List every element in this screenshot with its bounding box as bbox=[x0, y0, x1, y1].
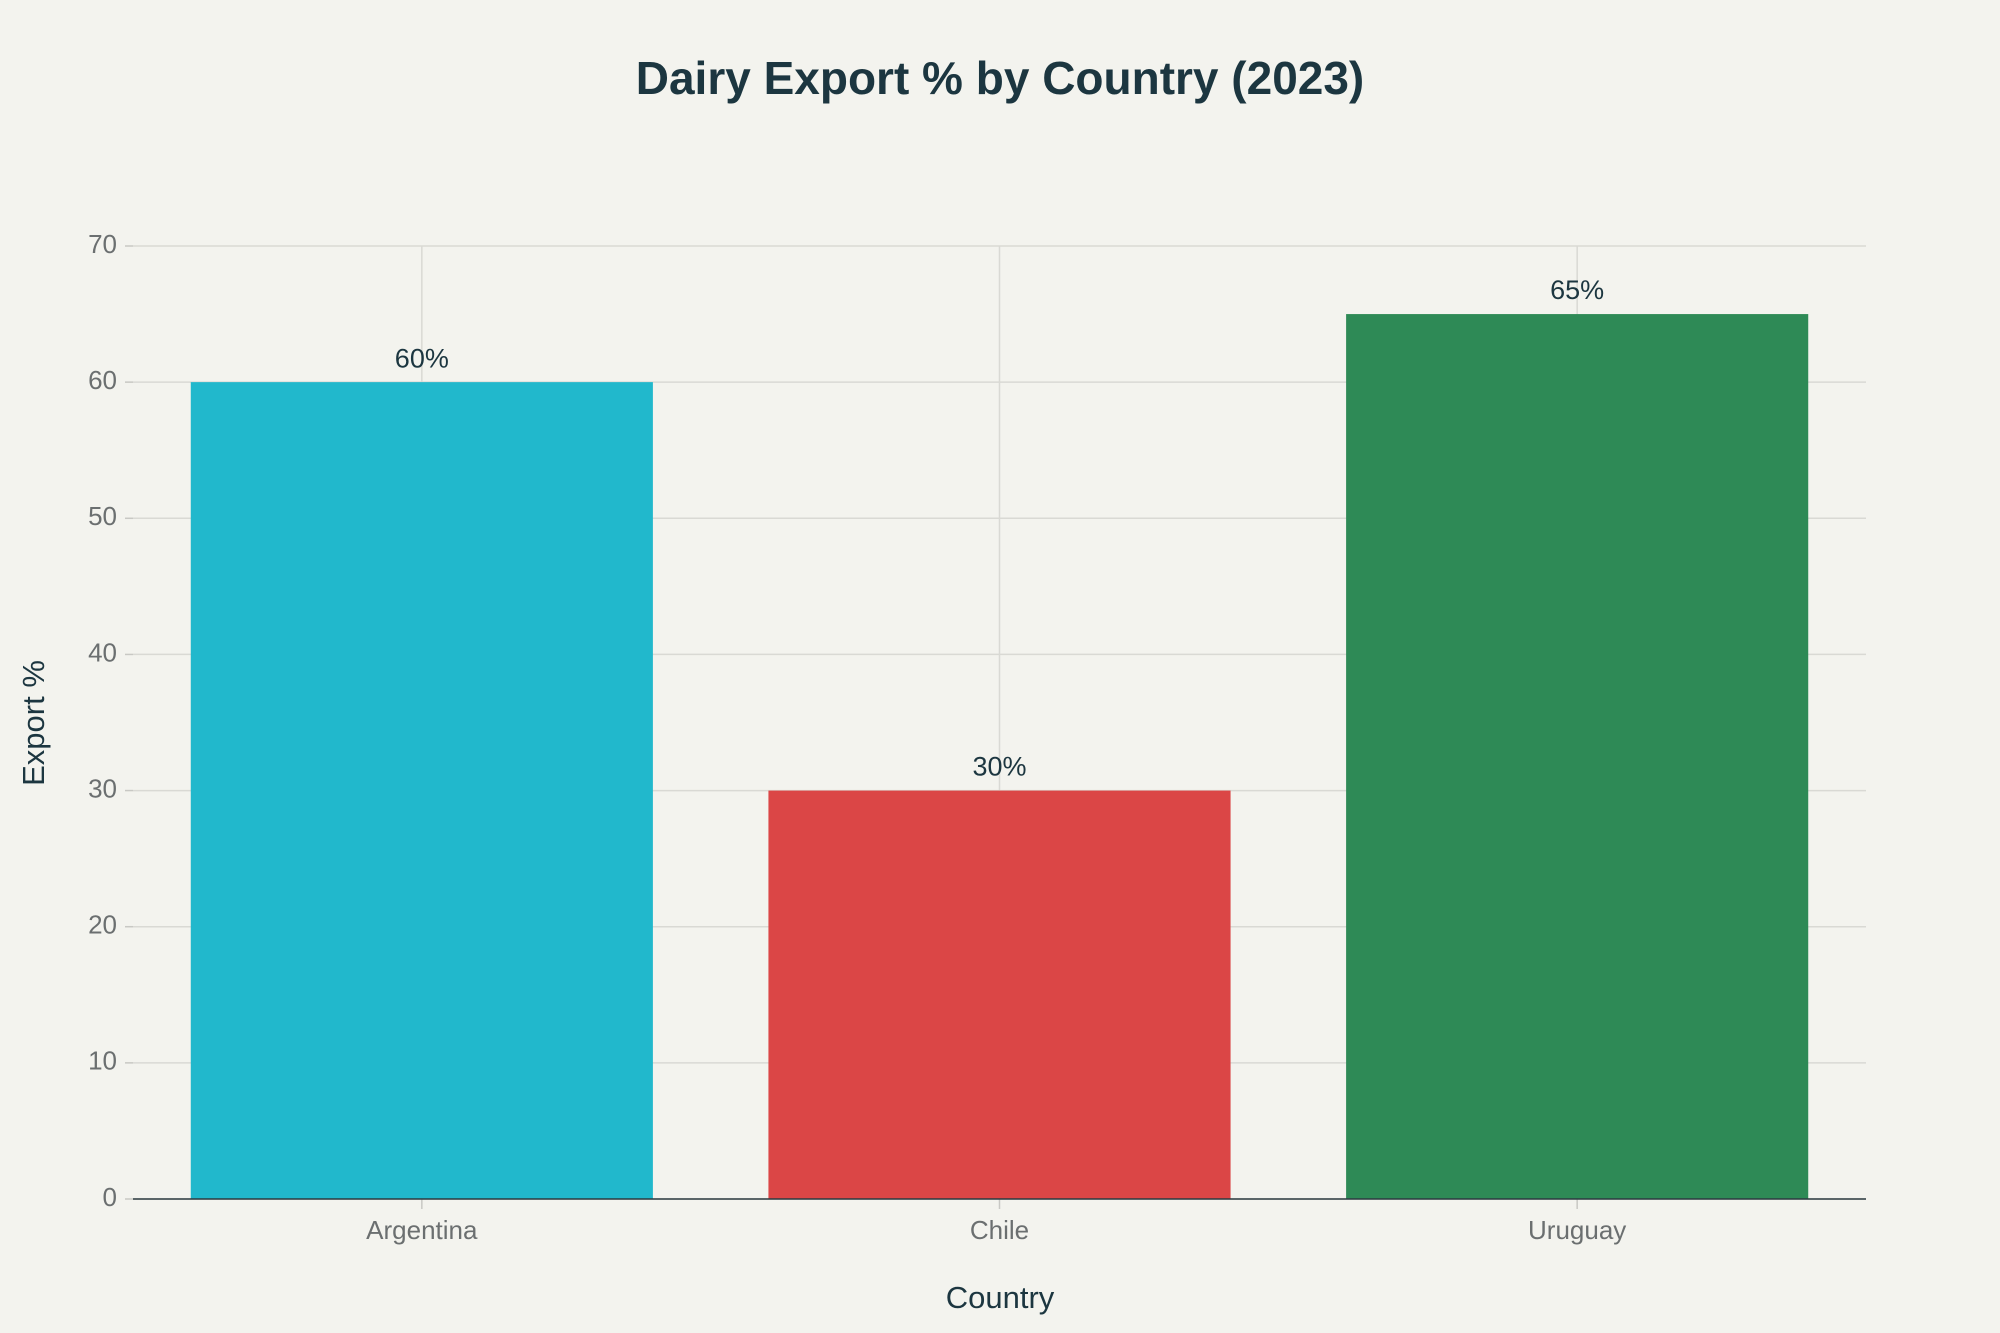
data-label: 65% bbox=[1550, 275, 1604, 305]
data-label: 60% bbox=[395, 343, 449, 373]
y-axis-title: Export % bbox=[16, 660, 51, 786]
bar bbox=[1346, 314, 1809, 1200]
bar bbox=[768, 790, 1231, 1199]
x-tick-label: Argentina bbox=[366, 1215, 478, 1245]
x-axis-title: Country bbox=[946, 1280, 1055, 1315]
y-tick-label: 50 bbox=[88, 501, 117, 531]
x-tick-label: Uruguay bbox=[1528, 1215, 1626, 1245]
bar bbox=[190, 382, 653, 1200]
x-tick-label: Chile bbox=[970, 1215, 1029, 1245]
chart-title: Dairy Export % by Country (2023) bbox=[636, 52, 1365, 104]
y-tick-label: 10 bbox=[88, 1046, 117, 1076]
y-tick-label: 0 bbox=[103, 1182, 117, 1212]
y-tick-label: 20 bbox=[88, 910, 117, 940]
y-tick-label: 30 bbox=[88, 773, 117, 803]
y-tick-label: 60 bbox=[88, 365, 117, 395]
y-tick-label: 70 bbox=[88, 229, 117, 259]
y-tick-label: 40 bbox=[88, 637, 117, 667]
data-label: 30% bbox=[972, 752, 1026, 782]
